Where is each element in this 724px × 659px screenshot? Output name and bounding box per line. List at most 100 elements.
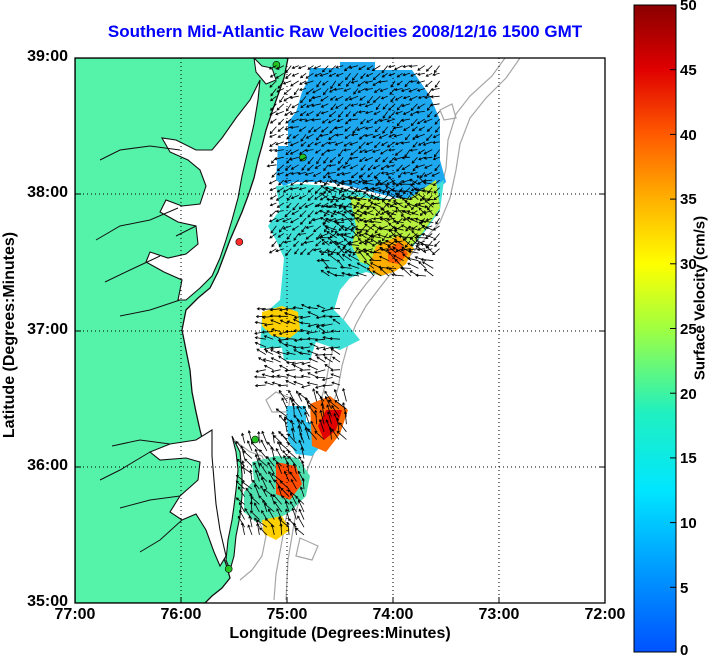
velocity-arrow — [326, 197, 337, 202]
velocity-arrow — [344, 126, 351, 132]
velocity-arrow — [340, 182, 352, 186]
velocity-arrow — [349, 141, 359, 146]
velocity-arrow — [337, 80, 344, 87]
velocity-arrow — [351, 233, 359, 239]
velocity-arrow — [313, 126, 322, 132]
velocity-arrow — [421, 261, 434, 269]
y-axis-label: Latitude (Degrees:Minutes) — [1, 231, 18, 439]
velocity-arrow — [261, 476, 268, 490]
velocity-arrow — [291, 72, 299, 77]
velocity-arrow — [364, 232, 375, 239]
velocity-arrow — [333, 203, 345, 208]
chart-title: Southern Mid-Atlantic Raw Velocities 200… — [107, 22, 583, 41]
velocity-arrow — [308, 217, 314, 225]
velocity-arrow — [341, 172, 351, 176]
velocity-arrow — [349, 164, 359, 170]
outer-banks — [225, 435, 243, 572]
velocity-arrow — [369, 250, 382, 254]
velocity-arrow — [304, 411, 310, 425]
velocity-arrow — [393, 200, 404, 208]
velocity-arrow — [431, 172, 440, 177]
velocity-arrow — [321, 80, 329, 86]
velocity-arrow — [319, 72, 329, 77]
velocity-arrow — [367, 95, 374, 104]
velocity-arrow — [328, 133, 337, 140]
velocity-arrow — [418, 261, 427, 269]
velocity-arrow — [316, 111, 322, 117]
velocity-arrow — [415, 164, 425, 169]
velocity-arrow — [424, 164, 433, 169]
velocity-arrow — [409, 111, 418, 116]
velocity-arrow — [254, 448, 260, 459]
velocity-arrow — [285, 65, 292, 74]
velocity-arrow — [263, 488, 275, 498]
velocity-arrow — [434, 80, 440, 88]
velocity-arrow — [261, 330, 274, 334]
velocity-arrow — [386, 192, 397, 201]
velocity-arrow — [396, 103, 403, 111]
velocity-arrow — [291, 398, 303, 410]
velocity-arrow — [421, 189, 434, 193]
velocity-arrow — [282, 225, 292, 230]
colorbar-tick-label: 0 — [680, 642, 689, 659]
velocity-arrow — [364, 133, 373, 138]
velocity-arrow — [241, 466, 253, 475]
velocity-arrow — [369, 201, 382, 208]
velocity-arrow — [331, 381, 341, 386]
colorbar-tick-label: 15 — [680, 450, 697, 467]
velocity-arrow — [355, 271, 367, 277]
velocity-arrow — [293, 240, 299, 247]
velocity-arrow — [373, 88, 381, 93]
velocity-arrow — [278, 118, 285, 125]
velocity-arrow — [381, 199, 390, 208]
velocity-arrow — [327, 399, 340, 410]
chesapeake-bay — [145, 79, 261, 301]
velocity-arrow — [421, 197, 434, 201]
velocity-arrow — [348, 118, 359, 122]
velocity-arrow — [276, 164, 285, 172]
velocity-arrow — [278, 389, 288, 402]
velocity-arrow — [286, 103, 292, 112]
velocity-arrow — [257, 457, 268, 467]
velocity-arrow — [261, 510, 268, 520]
velocity-arrow — [268, 148, 277, 152]
velocity-arrow — [289, 125, 299, 129]
velocity-arrow — [316, 156, 322, 165]
velocity-arrow — [299, 156, 307, 162]
velocity-arrow — [358, 103, 366, 107]
velocity-arrow — [298, 126, 307, 132]
velocity-arrow — [415, 273, 426, 277]
velocity-arrow — [389, 88, 396, 95]
velocity-arrow — [315, 240, 322, 247]
velocity-arrow — [417, 149, 426, 154]
velocity-arrow — [350, 228, 360, 239]
velocity-arrow — [307, 306, 318, 310]
velocity-arrow — [307, 311, 318, 317]
velocity-arrow — [306, 350, 318, 355]
velocity-arrow — [364, 239, 375, 246]
velocity-arrow — [339, 265, 352, 269]
velocity-region-bay-mouth — [262, 306, 300, 338]
velocity-arrow — [275, 448, 283, 459]
velocity-arrow — [282, 449, 290, 459]
velocity-arrow — [266, 455, 275, 467]
velocity-arrow — [314, 194, 322, 200]
velocity-arrow — [409, 191, 419, 201]
velocity-arrow — [277, 126, 285, 132]
velocity-arrow — [327, 118, 336, 124]
velocity-arrow — [367, 267, 375, 277]
velocity-arrow — [419, 172, 426, 179]
velocity-arrow — [285, 118, 292, 124]
velocity-arrow — [298, 118, 307, 122]
velocity-arrow — [261, 430, 268, 444]
velocity-arrow — [349, 202, 360, 208]
velocity-arrow — [401, 224, 412, 231]
velocity-arrow — [285, 73, 292, 79]
colorbar — [633, 4, 677, 653]
velocity-arrow — [284, 164, 292, 171]
velocity-arrow — [359, 225, 366, 234]
velocity-arrow — [365, 72, 374, 77]
velocity-arrow — [320, 217, 330, 223]
velocity-arrow — [303, 240, 314, 245]
velocity-arrow — [364, 126, 374, 130]
